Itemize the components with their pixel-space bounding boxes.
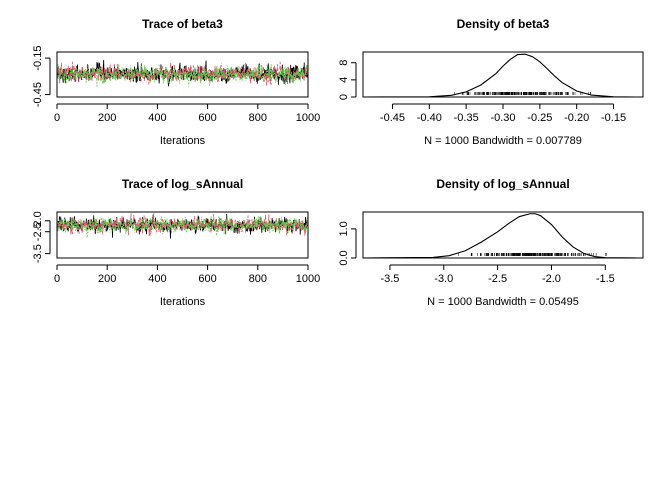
plot-frame bbox=[56, 51, 309, 98]
x-tick-label: 1000 bbox=[296, 112, 320, 124]
plot-area bbox=[57, 212, 308, 239]
x-tick-label: 800 bbox=[249, 112, 267, 124]
x-tick-label: 200 bbox=[98, 112, 116, 124]
x-tick-label: -0.40 bbox=[417, 112, 442, 124]
y-tick-label: 0.0 bbox=[338, 250, 350, 265]
x-tick-label: -3.5 bbox=[380, 273, 399, 285]
x-tick-label: 400 bbox=[148, 273, 166, 285]
panel-density-log-sannual: Density of log_sAnnual -3.5 -3.0 -2.5 -2.0 -1… bbox=[338, 177, 644, 308]
rug bbox=[458, 253, 607, 256]
chart-title: Trace of log_sAnnual bbox=[122, 177, 243, 191]
y-tick-label: -2.5 bbox=[32, 222, 44, 241]
x-tick-label: -0.20 bbox=[564, 112, 589, 124]
rug bbox=[454, 92, 591, 95]
x-tick-label: -0.25 bbox=[527, 112, 552, 124]
x-tick-label: -3.0 bbox=[434, 273, 453, 285]
x-tick-label: -0.15 bbox=[601, 112, 626, 124]
x-axis-label: N = 1000 Bandwidth = 0.05495 bbox=[427, 296, 579, 308]
plot-area bbox=[57, 59, 308, 88]
plot-frame bbox=[56, 211, 309, 259]
x-axis-label: N = 1000 Bandwidth = 0.007789 bbox=[424, 135, 582, 147]
chart-title: Density of log_sAnnual bbox=[436, 177, 569, 191]
plot-frame bbox=[362, 51, 644, 98]
x-tick-label: 400 bbox=[148, 112, 166, 124]
y-tick-label: 0 bbox=[338, 94, 350, 100]
y-tick-label: -3.5 bbox=[32, 244, 44, 263]
x-tick-label: 1000 bbox=[296, 273, 320, 285]
x-tick-label: 200 bbox=[98, 273, 116, 285]
x-tick-label: 800 bbox=[249, 273, 267, 285]
chain-3-line bbox=[57, 212, 308, 238]
plot-area bbox=[363, 53, 636, 97]
density-curve bbox=[363, 53, 636, 97]
x-axis-label: Iterations bbox=[160, 135, 206, 147]
y-tick-label: 8 bbox=[338, 60, 350, 66]
y-tick-label: 1.0 bbox=[338, 221, 350, 236]
x-tick-label: -1.5 bbox=[596, 273, 615, 285]
plot-area bbox=[363, 213, 638, 258]
density-curve bbox=[363, 213, 638, 258]
x-tick-label: 0 bbox=[54, 112, 60, 124]
panel-trace-log-sannual: Trace of log_sAnnual 0 200 400 600 800 1000 -3.… bbox=[32, 177, 320, 308]
y-tick-label: -0.45 bbox=[32, 82, 44, 107]
x-tick-label: -0.45 bbox=[380, 112, 405, 124]
y-tick-label: -2.0 bbox=[32, 211, 44, 230]
x-tick-label: 0 bbox=[54, 273, 60, 285]
x-tick-label: 600 bbox=[198, 273, 216, 285]
x-axis-label: Iterations bbox=[160, 296, 206, 308]
panel-trace-beta3: Trace of beta3 0 200 400 600 800 1000 -0.45 -0.1… bbox=[32, 17, 320, 147]
y-tick-label: -0.15 bbox=[32, 46, 44, 71]
panel-density-beta3: Density of beta3 -0.45 -0.40 -0.35 -0.30 -0.2… bbox=[338, 17, 644, 147]
chain-3-line bbox=[57, 62, 308, 88]
plot-frame bbox=[362, 211, 644, 259]
x-tick-label: -2.5 bbox=[488, 273, 507, 285]
chart-title: Trace of beta3 bbox=[142, 17, 223, 31]
x-tick-label: -2.0 bbox=[542, 273, 561, 285]
chart-title: Density of beta3 bbox=[457, 17, 550, 31]
y-tick-label: 4 bbox=[338, 77, 350, 83]
x-tick-label: 600 bbox=[198, 112, 216, 124]
x-tick-label: -0.30 bbox=[490, 112, 515, 124]
x-tick-label: -0.35 bbox=[454, 112, 479, 124]
